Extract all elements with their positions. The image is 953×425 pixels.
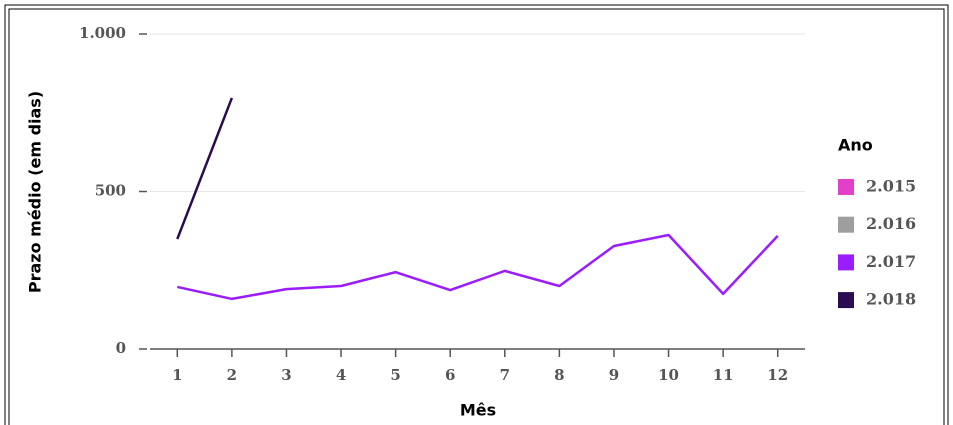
- x-tick-label: 10: [658, 366, 679, 384]
- x-tick-label: 6: [445, 366, 455, 384]
- x-tick-label: 8: [554, 366, 564, 384]
- series-line: [177, 233, 779, 301]
- x-tick-label: 11: [713, 366, 734, 384]
- legend-label: 2.015: [866, 177, 916, 196]
- series-line: [176, 97, 234, 240]
- legend-label: 2.017: [866, 252, 916, 271]
- x-tick-label: 3: [281, 366, 291, 384]
- y-tick-label: 500: [95, 182, 126, 200]
- x-tick-label: 12: [767, 366, 788, 384]
- x-tick-label: 7: [500, 366, 510, 384]
- x-tick-label: 1: [172, 366, 182, 384]
- x-tick-label: 2: [227, 366, 237, 384]
- legend-swatch: [838, 179, 854, 195]
- x-tick-label: 5: [390, 366, 400, 384]
- legend-swatch: [838, 254, 854, 271]
- frame: [4, 4, 949, 425]
- y-tick-label: 1.000: [79, 24, 126, 42]
- x-tick-label: 9: [609, 366, 619, 384]
- y-axis-label: Prazo médio (em dias): [26, 91, 45, 293]
- y-tick-label: 0: [116, 339, 126, 357]
- legend-label: 2.016: [866, 214, 916, 233]
- x-tick-label: 4: [336, 366, 346, 384]
- x-axis-label: Mês: [460, 401, 496, 420]
- legend-swatch: [838, 216, 854, 233]
- legend-title: Ano: [838, 136, 873, 155]
- legend-label: 2.018: [866, 290, 916, 309]
- frame-inner: [8, 8, 945, 425]
- legend-swatch: [838, 292, 854, 309]
